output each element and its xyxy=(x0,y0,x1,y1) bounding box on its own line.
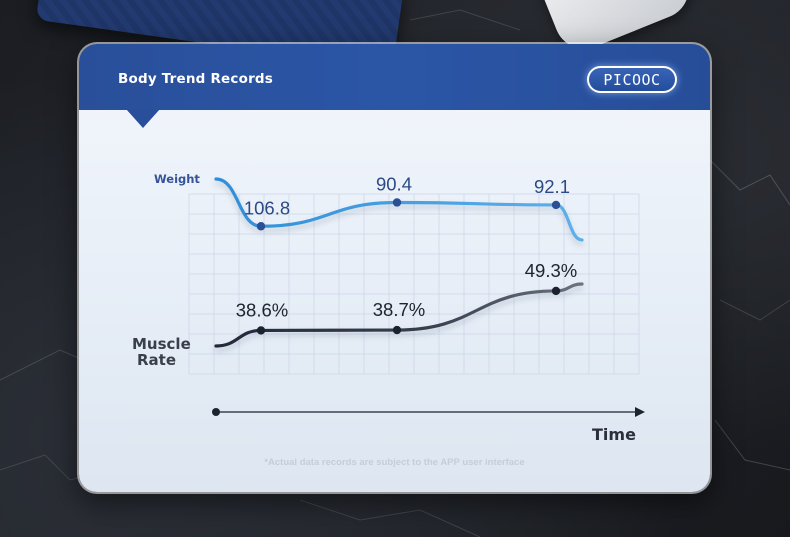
data-point-muscle-rate xyxy=(256,326,266,335)
data-label-weight: 90.4 xyxy=(376,173,412,194)
data-label-muscle-rate: 49.3% xyxy=(525,260,577,281)
card-header: Body Trend Records PICOOC xyxy=(79,44,710,110)
body-trend-card: Body Trend Records PICOOC 106.8 90.4 92.1 3… xyxy=(79,44,710,492)
data-point-weight xyxy=(256,222,266,231)
time-axis-origin xyxy=(212,408,220,416)
data-point-muscle-rate xyxy=(392,325,402,335)
data-point-weight xyxy=(392,198,402,207)
disclaimer-footnote: *Actual data records are subject to the … xyxy=(264,457,525,468)
axis-label-time: Time xyxy=(592,425,636,444)
card-title: Body Trend Records xyxy=(118,71,274,87)
data-point-muscle-rate xyxy=(551,286,561,296)
header-notch xyxy=(126,109,160,128)
series-layer: 106.8 90.4 92.1 38.6% 38.7% 49.3% xyxy=(214,173,584,348)
data-point-weight xyxy=(551,200,561,210)
data-label-muscle-rate: 38.6% xyxy=(236,299,288,320)
time-axis xyxy=(212,407,645,417)
data-label-muscle-rate: 38.7% xyxy=(373,299,425,320)
series-name-weight: Weight xyxy=(154,172,200,186)
data-label-weight: 92.1 xyxy=(534,176,570,197)
brand-badge: PICOOC xyxy=(587,66,677,93)
time-axis-arrowhead xyxy=(635,407,645,417)
trend-chart: 106.8 90.4 92.1 38.6% 38.7% 49.3% Weight Musc… xyxy=(132,172,645,444)
chart-grid xyxy=(188,193,640,375)
data-label-weight: 106.8 xyxy=(244,197,290,218)
series-name-muscle-rate: Muscle Rate xyxy=(132,335,191,369)
